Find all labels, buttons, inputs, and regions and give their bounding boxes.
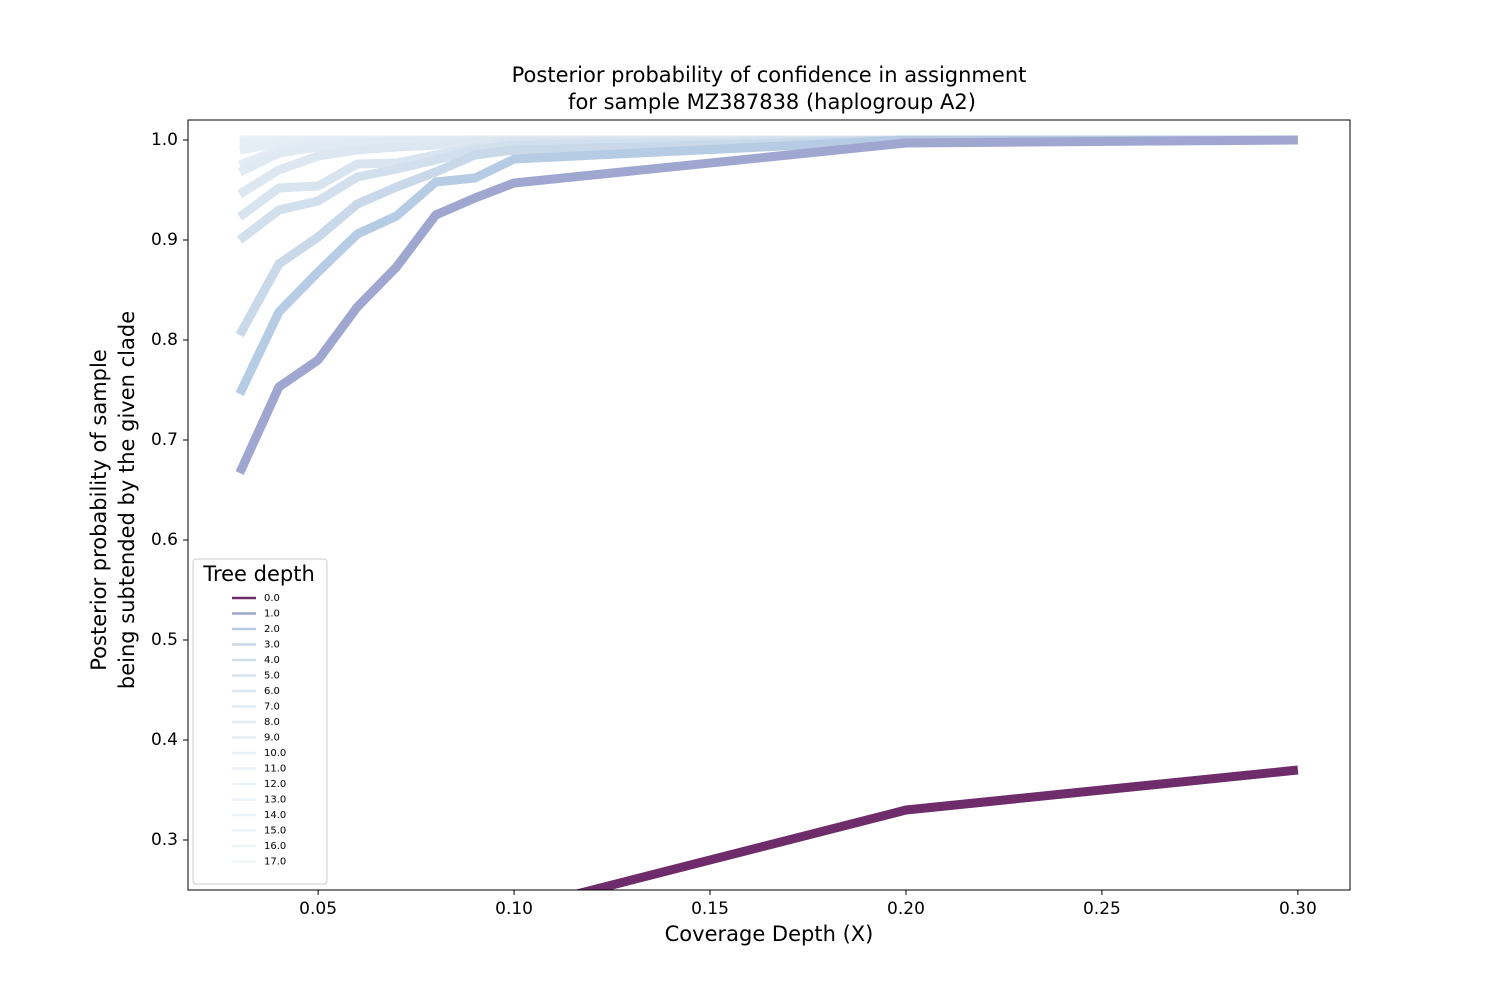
y-tick-label: 0.3: [151, 830, 178, 850]
y-axis-label: Posterior probability of sample: [87, 349, 111, 670]
legend-title: Tree depth: [202, 562, 315, 586]
legend-label: 7.0: [264, 702, 280, 713]
legend-label: 1.0: [264, 609, 280, 620]
series-line: [235, 135, 1298, 396]
legend-label: 14.0: [264, 810, 286, 821]
legend-label: 11.0: [264, 764, 286, 775]
legend-label: 10.0: [264, 748, 286, 759]
legend-label: 17.0: [264, 857, 286, 868]
series-line: [574, 765, 1299, 890]
x-tick-label: 0.10: [495, 899, 533, 919]
legend-label: 3.0: [264, 640, 280, 651]
x-tick-label: 0.15: [691, 899, 729, 919]
y-tick-label: 0.8: [151, 330, 178, 350]
y-tick-label: 0.7: [151, 430, 178, 450]
y-tick-label: 0.4: [151, 730, 178, 750]
legend-label: 2.0: [264, 624, 280, 635]
legend-label: 13.0: [264, 795, 286, 806]
x-tick-label: 0.05: [299, 899, 337, 919]
y-tick-label: 0.6: [151, 530, 178, 550]
legend-label: 4.0: [264, 655, 280, 666]
y-axis-label: being subtended by the given clade: [115, 311, 139, 689]
legend-box: [192, 558, 328, 885]
x-tick-label: 0.30: [1279, 899, 1317, 919]
legend-label: 12.0: [264, 779, 286, 790]
legend-label: 8.0: [264, 717, 280, 728]
y-tick-label: 1.0: [151, 130, 178, 150]
plot-lines: [235, 135, 1299, 890]
legend-label: 15.0: [264, 826, 286, 837]
legend-label: 5.0: [264, 671, 280, 682]
y-tick-label: 0.5: [151, 630, 178, 650]
chart-title: for sample MZ387838 (haplogroup A2): [568, 90, 976, 114]
x-tick-label: 0.20: [887, 899, 925, 919]
x-tick-label: 0.25: [1083, 899, 1121, 919]
legend-label: 16.0: [264, 841, 286, 852]
plot-frame: [187, 119, 1351, 891]
legend-label: 0.0: [264, 593, 280, 604]
series-line: [237, 135, 1298, 221]
x-axis-label: Coverage Depth (X): [665, 922, 874, 946]
series-line: [235, 135, 1298, 475]
legend-label: 9.0: [264, 733, 280, 744]
y-tick-label: 0.9: [151, 230, 178, 250]
chart-title: Posterior probability of confidence in a…: [512, 63, 1027, 87]
legend-label: 6.0: [264, 686, 280, 697]
